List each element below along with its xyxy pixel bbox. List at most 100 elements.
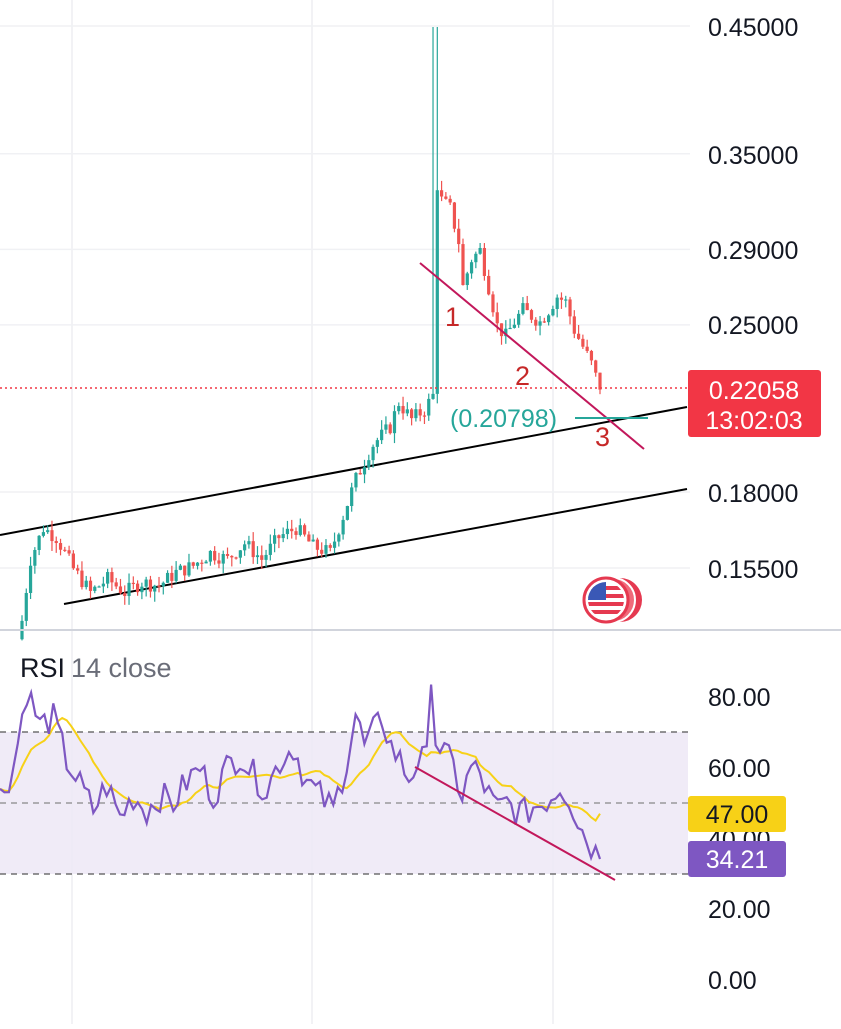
candle (28, 556, 33, 600)
candle (508, 318, 512, 330)
candle (183, 565, 187, 581)
candle (401, 396, 405, 420)
rsi-tick: 20.00 (708, 896, 771, 924)
candle (213, 546, 217, 565)
candle (50, 520, 54, 552)
candle (208, 550, 212, 566)
candle (427, 393, 431, 421)
candle (568, 296, 572, 325)
target-label: (0.20798) (450, 405, 557, 433)
current-price-badge: 0.22058 13:02:03 (688, 370, 821, 437)
candle (71, 550, 75, 570)
candle (37, 535, 41, 556)
channel-lower-line (63, 488, 688, 605)
candle (153, 584, 157, 602)
candle (178, 563, 183, 571)
candle (221, 550, 225, 574)
candle (478, 243, 482, 255)
candle (324, 539, 328, 558)
candle (555, 294, 559, 318)
candle (58, 538, 63, 556)
candle (63, 546, 67, 552)
candle (341, 515, 345, 540)
candle (380, 420, 384, 445)
rsi-tick: 80.00 (708, 684, 771, 712)
candle (315, 537, 320, 557)
channel-upper-line (0, 406, 688, 536)
price-tick: 0.25000 (708, 312, 798, 340)
candle (264, 549, 268, 568)
candle (247, 535, 251, 549)
candle (200, 559, 204, 572)
price-tick: 0.45000 (708, 14, 798, 42)
candle (367, 454, 371, 471)
candle (307, 531, 311, 542)
candle (439, 180, 444, 202)
candle (204, 559, 208, 564)
candle (298, 518, 302, 537)
candle (217, 552, 221, 569)
candle (512, 318, 516, 329)
candle (101, 576, 105, 594)
candle (110, 567, 114, 591)
candle (230, 555, 234, 567)
candle (482, 243, 486, 281)
candle (46, 525, 50, 534)
candle (487, 269, 491, 296)
candle (474, 251, 478, 269)
price-tick: 0.35000 (708, 142, 798, 170)
candle (585, 339, 589, 354)
candle (174, 561, 178, 584)
candle (388, 422, 392, 435)
candle (234, 556, 238, 560)
candle (294, 527, 298, 540)
candle (195, 562, 200, 570)
candle (144, 576, 148, 597)
candle (397, 402, 401, 415)
rsi-value-badge: 34.21 (688, 841, 786, 877)
candle (547, 313, 551, 326)
wave-label-1: 1 (445, 302, 460, 332)
candle (67, 545, 71, 556)
candle (277, 534, 281, 549)
candle (589, 349, 594, 366)
us-flag-icon[interactable] (582, 576, 642, 624)
wave-label-3: 3 (595, 422, 610, 452)
candle (118, 578, 123, 595)
rsi-tick: 0.00 (708, 967, 757, 995)
candle (88, 576, 93, 599)
candle (33, 547, 37, 574)
candle (405, 402, 409, 417)
candle (76, 564, 80, 575)
price-tick: 0.29000 (708, 237, 798, 265)
candle (238, 550, 242, 564)
candle (170, 565, 174, 589)
candle (392, 405, 397, 444)
rsi-trendline (414, 766, 616, 881)
candle (187, 553, 191, 577)
candle (564, 295, 568, 308)
price-tick: 0.18000 (708, 480, 798, 508)
candle (320, 542, 324, 557)
rsi-ma-value: 47.00 (706, 801, 769, 829)
candle (559, 292, 564, 309)
candle (114, 577, 118, 590)
candle (418, 403, 422, 422)
candle (422, 411, 427, 424)
candle (302, 523, 307, 537)
candle (255, 546, 260, 565)
candle (123, 585, 127, 605)
candle (465, 271, 469, 290)
candle (529, 308, 534, 324)
candle (273, 528, 277, 553)
candle (260, 545, 264, 569)
current-price-value: 0.22058 (709, 377, 799, 405)
candle (345, 505, 349, 521)
candle (80, 561, 84, 590)
candle (332, 532, 337, 554)
rsi-tick: 60.00 (708, 755, 771, 783)
rsi-subtitle: 14 close (71, 653, 172, 683)
candle (414, 403, 418, 422)
candle (576, 325, 581, 340)
candle (41, 525, 46, 538)
